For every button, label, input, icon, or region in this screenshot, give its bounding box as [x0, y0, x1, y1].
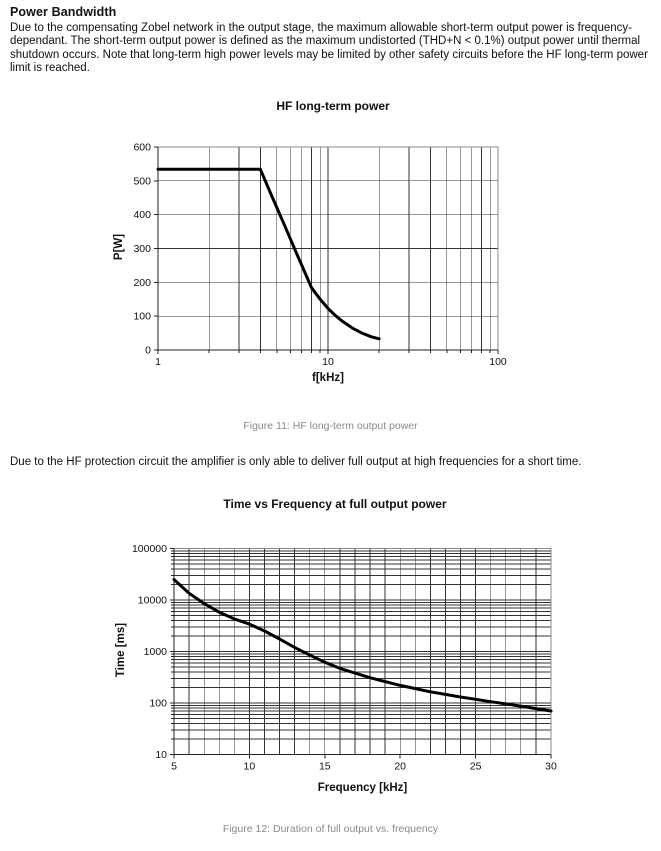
- svg-text:1000: 1000: [144, 646, 168, 658]
- svg-text:100: 100: [489, 356, 507, 368]
- svg-text:200: 200: [133, 277, 151, 289]
- chart1-x-axis-label: f[kHz]: [312, 372, 344, 384]
- chart2-x-axis-label: Frequency [kHz]: [317, 782, 408, 794]
- chart1-title: HF long-term power: [276, 99, 390, 113]
- chart-gridlines: [174, 548, 551, 755]
- svg-text:500: 500: [133, 175, 151, 187]
- svg-text:0: 0: [145, 345, 151, 357]
- svg-text:100: 100: [133, 311, 151, 323]
- figure-11-caption: Figure 11: HF long-term output power: [243, 420, 418, 432]
- chart-tick-labels: 5 10 15 20 25 30 10 100 1000 10000 100000: [132, 543, 557, 773]
- svg-text:30: 30: [545, 761, 557, 773]
- svg-text:20: 20: [394, 761, 406, 773]
- body-paragraph-2: Due to the HF protection circuit the amp…: [10, 456, 582, 468]
- svg-text:100: 100: [149, 698, 167, 710]
- svg-text:25: 25: [470, 761, 482, 773]
- chart2-title: Time vs Frequency at full output power: [223, 497, 447, 511]
- body-paragraph-1: Due to the compensating Zobel network in…: [10, 22, 648, 75]
- svg-text:5: 5: [171, 761, 177, 773]
- svg-text:10: 10: [322, 356, 334, 368]
- svg-text:10000: 10000: [138, 595, 167, 607]
- svg-text:15: 15: [319, 761, 331, 773]
- chart2-y-axis-label: Time [ms]: [115, 622, 127, 678]
- chart-ticks: [170, 548, 552, 759]
- svg-text:10: 10: [244, 761, 256, 773]
- svg-text:300: 300: [133, 243, 151, 255]
- chart-curve: [172, 578, 553, 713]
- svg-text:1: 1: [155, 356, 161, 368]
- hf-long-term-power-chart: 1 10 100 0 100 200 300 400 500 600: [133, 142, 506, 369]
- svg-text:100000: 100000: [132, 543, 167, 555]
- time-vs-frequency-chart: 5 10 15 20 25 30 10 100 1000 10000 100000: [132, 543, 557, 773]
- svg-text:400: 400: [133, 209, 151, 221]
- figure-12-caption: Figure 12: Duration of full output vs. f…: [222, 823, 439, 835]
- svg-text:600: 600: [133, 142, 151, 154]
- chart1-y-axis-label: P[W]: [113, 233, 125, 261]
- chart-ticks: [154, 146, 499, 354]
- section-heading: Power Bandwidth: [10, 5, 117, 19]
- svg-text:10: 10: [155, 749, 167, 761]
- chart-tick-labels: 1 10 100 0 100 200 300 400 500 600: [133, 142, 506, 369]
- chart-curve: [156, 167, 381, 341]
- chart-gridlines: [158, 147, 498, 350]
